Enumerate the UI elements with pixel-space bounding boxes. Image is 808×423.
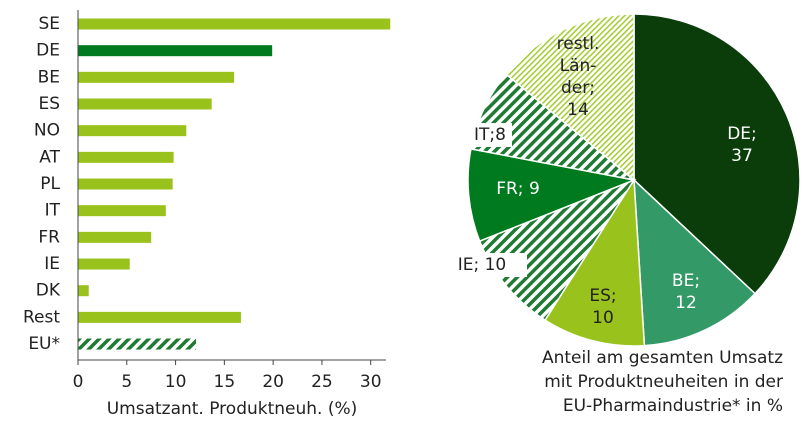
- y-tick-label: IT: [45, 201, 61, 221]
- bar: [78, 231, 152, 243]
- x-tick-label: 25: [311, 372, 333, 392]
- label-background: [468, 123, 512, 147]
- x-tick-label: 30: [360, 372, 382, 392]
- x-tick-label: 15: [214, 372, 236, 392]
- x-tick-label: 10: [165, 372, 187, 392]
- y-tick-label: FR: [38, 227, 60, 247]
- data-label: IT;8: [474, 125, 506, 145]
- y-tick-label: IE: [44, 254, 60, 274]
- bar: [78, 71, 235, 83]
- x-tick-label: 5: [121, 372, 132, 392]
- data-label: ES; 10: [589, 286, 616, 328]
- y-tick-label: NO: [34, 121, 60, 141]
- x-tick-label: 20: [262, 372, 284, 392]
- caption: EU-Pharmaindustrie* in %: [563, 396, 783, 416]
- bar: [78, 125, 187, 137]
- bar: [78, 338, 197, 350]
- y-tick-label: AT: [39, 147, 60, 167]
- y-tick-label: PL: [40, 174, 60, 194]
- data-label: restl. Län-der; 14: [557, 34, 600, 120]
- data-label: DE; 37: [727, 124, 757, 166]
- y-tick-label: DE: [36, 41, 60, 61]
- bar: [78, 205, 166, 217]
- label-background: [437, 253, 527, 277]
- pie-slice: [478, 178, 636, 322]
- pie-slice: [633, 178, 757, 347]
- bar: [78, 98, 212, 110]
- y-tick-label: EU*: [28, 334, 60, 354]
- x-axis-label: Umsatzant. Produktneuh. (%): [107, 399, 358, 419]
- y-tick-label: BE: [38, 67, 60, 87]
- pie-slice: [505, 13, 635, 182]
- y-tick-label: DK: [36, 281, 61, 301]
- data-label: IE; 10: [458, 255, 507, 275]
- pie-slice: [544, 177, 646, 347]
- bar: [78, 285, 89, 297]
- caption: Anteil am gesamten Umsatz: [542, 348, 783, 368]
- bar: [78, 178, 173, 190]
- y-tick-label: ES: [38, 94, 60, 114]
- bar: [78, 258, 130, 270]
- x-tick-label: 0: [73, 372, 84, 392]
- y-tick-label: SE: [38, 14, 60, 34]
- data-label: BE; 12: [672, 271, 700, 313]
- caption: mit Produktneuheiten in der: [544, 372, 783, 392]
- bar: [78, 18, 391, 30]
- y-tick-label: Rest: [23, 307, 60, 327]
- data-label: FR; 9: [496, 179, 540, 199]
- bar: [78, 45, 273, 57]
- bar: [78, 311, 241, 323]
- pie-slice: [467, 148, 637, 243]
- pie-slice: [633, 13, 801, 295]
- bar: [78, 151, 174, 163]
